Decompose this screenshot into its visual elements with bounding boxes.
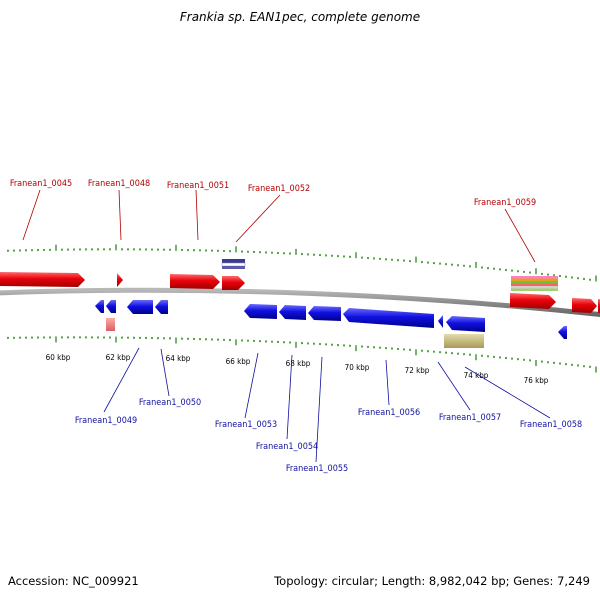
accession-text: Accession: NC_009921 (8, 574, 139, 588)
gene-arrow[interactable] (438, 315, 443, 328)
gene-arrow[interactable] (446, 316, 485, 332)
gene-arrow[interactable] (170, 274, 220, 289)
gene-arrow[interactable] (343, 308, 434, 328)
topology-text: Topology: circular; Length: 8,982,042 bp… (274, 574, 590, 588)
gene-label-0059[interactable]: Franean1_0059 (474, 198, 536, 208)
reverse-gene-labels: Franean1_0049 Franean1_0050 Franean1_005… (75, 398, 582, 474)
feature-block[interactable] (106, 318, 115, 331)
scale-labels: 60 kbp 62 kbp 64 kbp 66 kbp 68 kbp 70 kb… (46, 353, 549, 385)
gene-arrow[interactable] (308, 306, 341, 321)
reverse-features (95, 300, 567, 348)
gene-label-0050[interactable]: Franean1_0050 (139, 398, 201, 408)
gene-label-0048[interactable]: Franean1_0048 (88, 179, 150, 189)
gene-label-0055[interactable]: Franean1_0055 (286, 464, 348, 474)
gene-arrow[interactable] (279, 305, 306, 320)
feature-block[interactable] (444, 334, 484, 348)
gene-arrow[interactable] (106, 300, 116, 313)
scale-label: 64 kbp (166, 354, 191, 363)
scale-label: 60 kbp (46, 353, 71, 362)
scale-label: 76 kbp (524, 376, 549, 385)
forward-callouts (22, 189, 536, 263)
gene-label-0051[interactable]: Franean1_0051 (167, 181, 229, 191)
scale-label: 66 kbp (226, 357, 251, 366)
gene-label-0058[interactable]: Franean1_0058 (520, 420, 582, 430)
gene-arrow[interactable] (95, 300, 104, 313)
gene-arrow[interactable] (510, 293, 556, 309)
scale-label: 62 kbp (106, 353, 131, 362)
gene-label-0057[interactable]: Franean1_0057 (439, 413, 501, 423)
gene-arrow[interactable] (155, 300, 168, 314)
gene-arrow[interactable] (127, 300, 153, 314)
gene-label-0045[interactable]: Franean1_0045 (10, 179, 72, 189)
gene-label-0053[interactable]: Franean1_0053 (215, 420, 277, 430)
gene-label-0049[interactable]: Franean1_0049 (75, 416, 137, 426)
gene-label-0054[interactable]: Franean1_0054 (256, 442, 318, 452)
feature-block (511, 286, 558, 289)
map-title: Frankia sp. EAN1pec, complete genome (179, 10, 421, 24)
feature-block (221, 262, 246, 267)
feature-block (511, 278, 558, 281)
feature-block (222, 266, 245, 269)
reverse-callouts (103, 347, 551, 463)
top-tick-row (7, 244, 597, 282)
gene-label-0052[interactable]: Franean1_0052 (248, 184, 310, 194)
forward-features (0, 259, 600, 314)
gene-arrow[interactable] (222, 276, 245, 290)
gene-arrow[interactable] (558, 326, 567, 339)
scale-label: 72 kbp (405, 366, 430, 375)
feature-block[interactable] (511, 276, 558, 279)
scale-label: 70 kbp (345, 363, 370, 372)
feature-block (511, 281, 558, 284)
feature-block (511, 283, 558, 286)
gene-arrow[interactable] (0, 272, 85, 287)
feature-block[interactable] (222, 259, 245, 263)
bottom-tick-row (7, 336, 597, 373)
scale-label: 74 kbp (464, 371, 489, 380)
scale-label: 68 kbp (286, 359, 311, 368)
gene-arrow[interactable] (572, 298, 597, 313)
forward-gene-labels: Franean1_0045 Franean1_0048 Franean1_005… (10, 179, 536, 208)
gene-arrow[interactable] (244, 304, 277, 319)
gene-arrow[interactable] (117, 273, 123, 287)
feature-block (511, 288, 558, 291)
gene-label-0056[interactable]: Franean1_0056 (358, 408, 420, 418)
